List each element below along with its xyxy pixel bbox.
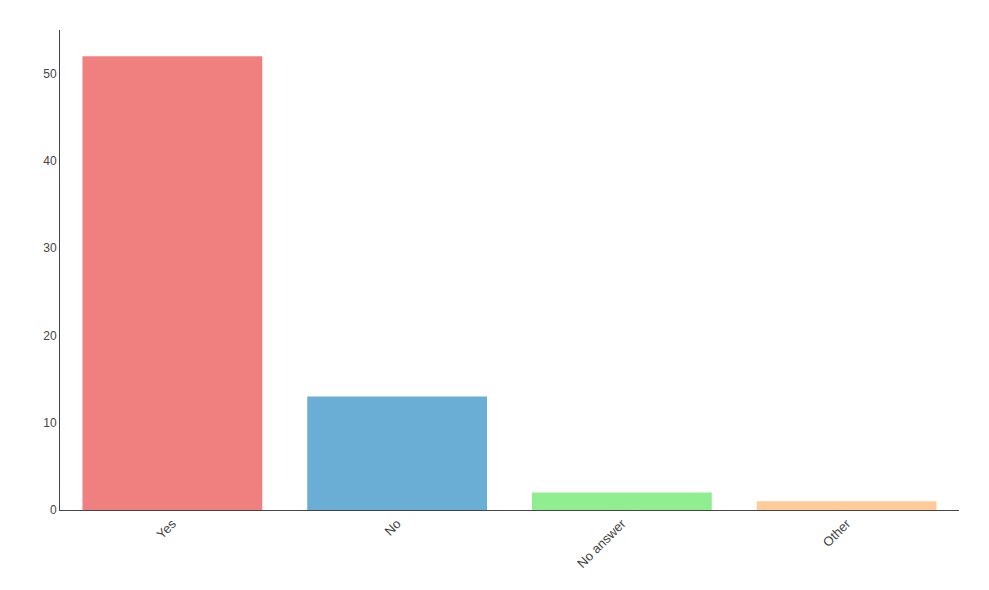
svg-text:No: No <box>381 516 403 538</box>
svg-text:No answer: No answer <box>574 516 629 571</box>
svg-text:50: 50 <box>43 67 57 81</box>
svg-text:30: 30 <box>43 241 57 255</box>
svg-text:40: 40 <box>43 154 57 168</box>
svg-text:10: 10 <box>43 416 57 430</box>
svg-text:Other: Other <box>820 516 854 550</box>
svg-text:20: 20 <box>43 329 57 343</box>
svg-text:Yes: Yes <box>153 516 179 542</box>
svg-text:0: 0 <box>50 503 57 517</box>
